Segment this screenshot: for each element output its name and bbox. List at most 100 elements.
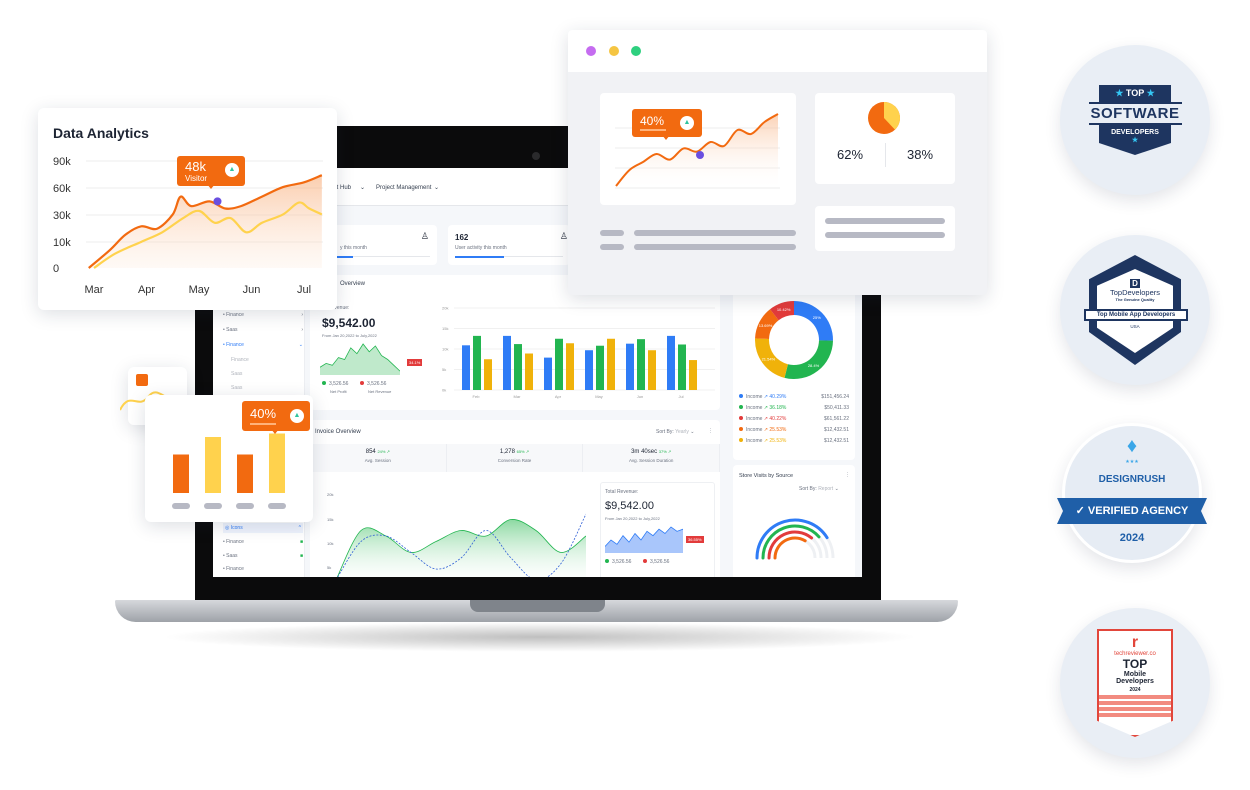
total-revenue-box: Total Revenue: $9,542.00 From Jan 20,202… bbox=[600, 482, 715, 577]
topdevelopers-logo: D bbox=[1130, 279, 1140, 288]
sidebar-item-finance[interactable]: • Finance bbox=[223, 566, 244, 572]
stat-value: 162 bbox=[455, 233, 469, 242]
badge-designrush: ♦ ★★★ DESIGNRUSH ✓ VERIFIED AGENCY 2024 bbox=[1057, 423, 1207, 563]
bar bbox=[269, 433, 285, 493]
browser-tooltip: 40% ▲ bbox=[632, 109, 702, 140]
techreviewer-logo-icon: r bbox=[1131, 634, 1139, 651]
browser-pie-chart bbox=[868, 102, 900, 134]
donut-slice-label: 13.69% bbox=[759, 323, 773, 328]
series-line bbox=[615, 113, 779, 187]
legend-name: Income bbox=[746, 427, 763, 433]
sort-dropdown[interactable]: Sort By: Report ⌄ bbox=[799, 486, 839, 492]
triangle-up-icon: ▲ bbox=[680, 116, 694, 130]
card-title: Store Visits by Source bbox=[739, 473, 794, 479]
window-dot-icon[interactable] bbox=[631, 46, 641, 56]
badge-title: SOFTWARE bbox=[1088, 102, 1182, 125]
total-revenue-label: Total Revenue: bbox=[605, 489, 639, 495]
net-revenue-label: Net Revenue bbox=[368, 389, 392, 394]
legend-amount: $12,432.51 bbox=[823, 438, 849, 444]
star-icon: ★★★ bbox=[1125, 459, 1139, 465]
x-tick-label: Mar bbox=[514, 394, 522, 399]
y-tick-label: 10k bbox=[53, 237, 71, 249]
stat-label: y this month bbox=[340, 245, 367, 251]
y-tick-label: 0 bbox=[53, 263, 59, 275]
nav-item-hub[interactable]: ent Hub bbox=[330, 185, 352, 191]
sidebar-item-saas[interactable]: • Saas ■ bbox=[223, 553, 303, 559]
bar bbox=[473, 335, 481, 390]
revenue-range: From Jan 20,2022 to July,2022 bbox=[322, 333, 377, 338]
total-revenue-amount: $9,542.00 bbox=[605, 500, 654, 512]
metric-label: Avg. Session bbox=[364, 458, 391, 463]
sort-dropdown[interactable]: Sort By: Yearly ⌄ bbox=[656, 429, 695, 435]
series-line bbox=[93, 201, 323, 269]
pie-slice bbox=[884, 102, 900, 130]
net-profit-label: Net Profit bbox=[330, 389, 347, 394]
sidebar-item-finance[interactable]: • Finance ■ bbox=[223, 539, 303, 545]
invoice-metric: 1,278 65% ↗ Conversion Rate bbox=[447, 444, 584, 472]
bar bbox=[462, 345, 470, 390]
bar bbox=[484, 359, 492, 390]
visitor-tooltip: 48k Visitor ▲ bbox=[177, 156, 245, 189]
legend-amount: $50,411.33 bbox=[824, 405, 849, 411]
camera-icon bbox=[532, 152, 540, 160]
growth-tooltip: 40% ▲ bbox=[242, 401, 310, 434]
metric-value: 1,278 bbox=[499, 449, 515, 455]
arc bbox=[755, 518, 829, 560]
legend-row: Income ↗ 36.18% $50,411.33 bbox=[739, 405, 849, 411]
store-visits-arcs bbox=[755, 518, 835, 560]
income-donut-chart: 25% 28.4% 21.54% 13.69% 10.42% bbox=[755, 301, 833, 379]
analytics-line-chart: 90k 60k 30k 10k 0 Mar Apr May Jun Jul bbox=[53, 156, 323, 296]
income-donut-card: 25% 28.4% 21.54% 13.69% 10.42% Income ↗ 40.2… bbox=[733, 290, 855, 460]
donut-slice-label: 10.42% bbox=[777, 307, 791, 312]
bar bbox=[585, 350, 593, 390]
sidebar-item-finance[interactable]: • Finance › bbox=[223, 312, 303, 318]
designrush-logo-icon: ♦ bbox=[1126, 435, 1138, 457]
metric-value: 854 bbox=[365, 449, 376, 455]
sidebar-subitem[interactable]: Finance bbox=[231, 357, 249, 363]
window-dot-icon[interactable] bbox=[586, 46, 596, 56]
x-tick-label: May bbox=[595, 394, 603, 399]
store-visits-card: Store Visits by Source ⋮ Sort By: Report… bbox=[733, 465, 855, 577]
revenue-amount: $9,542.00 bbox=[322, 316, 376, 330]
revenue-change-badge: 34.1% bbox=[407, 359, 423, 366]
invoice-area-chart bbox=[336, 513, 586, 577]
more-icon[interactable]: ⋮ bbox=[708, 428, 713, 434]
series-line bbox=[88, 174, 323, 269]
sidebar-item-finance-open[interactable]: • Finance ⌄ bbox=[223, 342, 303, 348]
metric-delta: 65% ↗ bbox=[516, 449, 530, 454]
stat-card: 162 User activity this month ♙ bbox=[448, 225, 570, 265]
area-fill bbox=[337, 519, 586, 577]
x-tick-label: May bbox=[189, 284, 210, 296]
metric-label: Avg. Session Duration bbox=[628, 458, 674, 463]
sidebar-item-saas[interactable]: • Saas › bbox=[223, 327, 303, 333]
net-profit-value: 3,526.56 bbox=[329, 381, 349, 387]
sidebar-subitem[interactable]: Saas bbox=[231, 371, 243, 377]
y-tick-label: 90k bbox=[53, 156, 71, 168]
sidebar-subitem[interactable]: Saas bbox=[231, 385, 243, 391]
more-icon[interactable]: ⋮ bbox=[845, 472, 850, 478]
donut-slice bbox=[755, 338, 788, 378]
y-tick-label: 10k bbox=[442, 347, 448, 352]
data-analytics-card: Data Analytics 90k 60k 30k 10k 0 Mar Apr May Jun… bbox=[38, 108, 337, 310]
nav-item-project-management[interactable]: Project Management bbox=[376, 185, 432, 191]
x-tick-label: Jun bbox=[637, 394, 643, 399]
sidebar-item-icons[interactable]: ◎ Icons ^ bbox=[223, 523, 303, 533]
badge-site: techreviewer.co bbox=[1114, 651, 1156, 657]
total-change-badge: 36.55% bbox=[686, 536, 704, 543]
badge-title: TopDevelopers bbox=[1109, 288, 1161, 297]
pie-value-a: 62% bbox=[837, 147, 864, 162]
triangle-up-icon: ▲ bbox=[290, 409, 304, 423]
tooltip-label: Visitor bbox=[185, 174, 208, 183]
badge-top-software-developers: ★ TOP ★ SOFTWARE DEVELOPERS ★ bbox=[1060, 45, 1210, 195]
laptop-shadow bbox=[160, 622, 920, 652]
bar bbox=[648, 350, 656, 390]
arc bbox=[767, 530, 814, 560]
bar bbox=[637, 339, 645, 390]
revenue-sparkline bbox=[320, 343, 400, 375]
legend-pct: ↗ 40.22% bbox=[763, 416, 787, 422]
square-icon bbox=[136, 374, 148, 386]
bar bbox=[689, 360, 697, 390]
badge-title: DESIGNRUSH bbox=[1098, 474, 1166, 485]
mini-bar-chart bbox=[172, 433, 286, 509]
window-dot-icon[interactable] bbox=[609, 46, 619, 56]
